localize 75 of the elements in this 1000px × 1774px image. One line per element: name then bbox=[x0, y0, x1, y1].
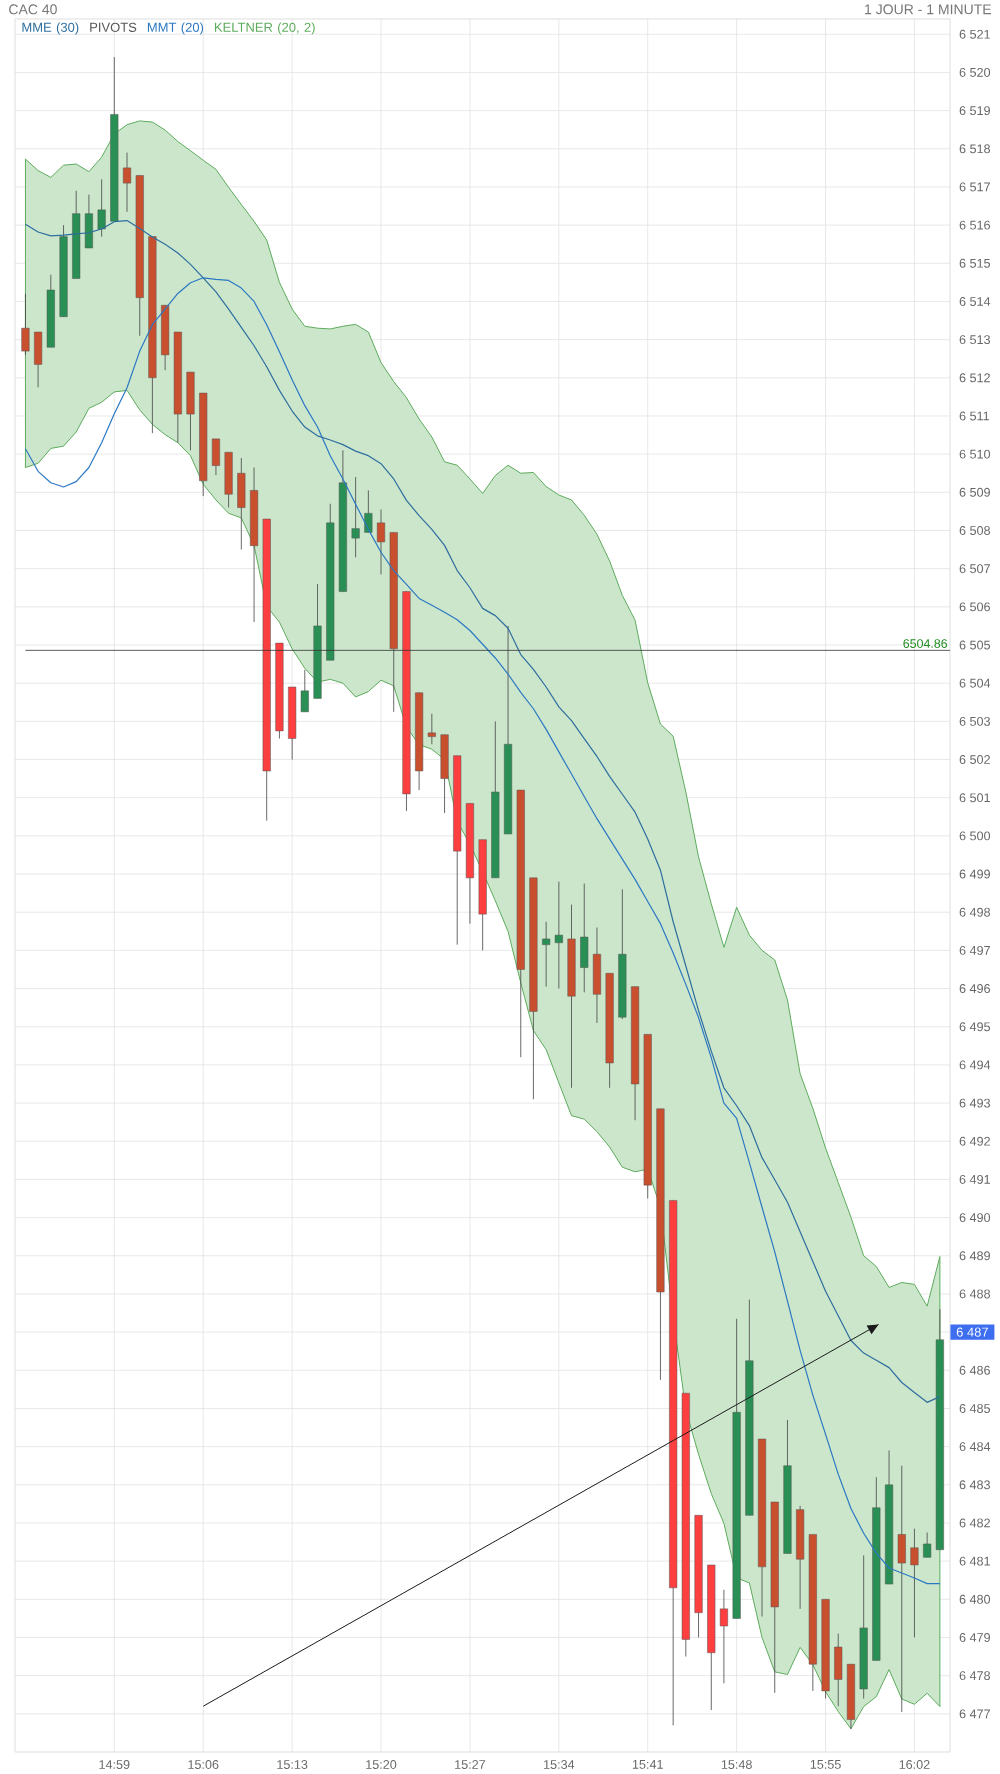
y-tick-label: 6 493 bbox=[959, 1098, 990, 1108]
y-tick-label: 6 492 bbox=[959, 1136, 990, 1146]
y-tick-label: 6 513 bbox=[959, 335, 990, 345]
y-tick-label: 6 490 bbox=[959, 1213, 991, 1223]
x-tick-label: 15:20 bbox=[366, 1760, 397, 1769]
candlestick bbox=[376, 509, 386, 575]
y-tick-label: 6 481 bbox=[959, 1556, 990, 1566]
y-tick-label: 6 507 bbox=[959, 564, 990, 574]
y-tick-label: 6 483 bbox=[959, 1480, 990, 1490]
y-tick-label: 6 506 bbox=[959, 602, 990, 612]
y-tick-label: 6 504 bbox=[959, 678, 991, 688]
y-tick-label: 6 512 bbox=[959, 373, 990, 383]
y-tick-label: 6 499 bbox=[959, 869, 990, 879]
candlestick bbox=[719, 1589, 728, 1684]
y-tick-label: 6 517 bbox=[959, 182, 990, 192]
x-tick-label: 15:48 bbox=[721, 1760, 752, 1769]
candlestick bbox=[923, 1532, 932, 1558]
x-tick-label: 15:34 bbox=[544, 1760, 575, 1769]
y-tick-label: 6 479 bbox=[959, 1633, 990, 1642]
y-tick-label: 6 520 bbox=[959, 67, 991, 77]
y-tick-label: 6 498 bbox=[959, 907, 991, 917]
y-tick-label: 6 509 bbox=[959, 487, 990, 497]
y-tick-label: 6 485 bbox=[959, 1404, 991, 1413]
y-tick-label: 6 486 bbox=[959, 1365, 990, 1375]
y-tick-label: 6 514 bbox=[959, 297, 991, 306]
candlestick bbox=[427, 713, 436, 745]
x-tick-label: 15:06 bbox=[188, 1760, 219, 1769]
candlestick bbox=[97, 178, 106, 237]
text: MME (30) bbox=[22, 22, 79, 35]
y-tick-label: 6 491 bbox=[959, 1174, 990, 1184]
annotation: 6 487 bbox=[956, 1327, 988, 1337]
y-tick-label: 6 488 bbox=[959, 1289, 991, 1299]
chart-title: CAC 40 bbox=[9, 4, 57, 15]
y-tick-label: 6 501 bbox=[959, 793, 990, 803]
x-tick-label: 15:55 bbox=[810, 1760, 841, 1769]
y-tick-label: 6 482 bbox=[959, 1518, 990, 1528]
candlestick bbox=[554, 881, 563, 989]
y-tick-label: 6 519 bbox=[959, 106, 990, 116]
x-tick-label: 16:02 bbox=[899, 1760, 930, 1769]
y-tick-label: 6 518 bbox=[959, 144, 991, 154]
x-tick-label: 15:27 bbox=[455, 1760, 486, 1769]
candlestick bbox=[910, 1528, 919, 1638]
y-tick-label: 6 495 bbox=[959, 1022, 991, 1032]
candlestick bbox=[364, 490, 373, 533]
y-tick-label: 6 510 bbox=[959, 449, 991, 459]
y-tick-label: 6 477 bbox=[959, 1709, 990, 1719]
y-tick-label: 6 502 bbox=[959, 755, 990, 764]
y-tick-label: 6 480 bbox=[959, 1594, 991, 1604]
y-tick-label: 6 494 bbox=[959, 1060, 991, 1070]
ref-line-label: 6504.86 bbox=[903, 639, 948, 648]
y-tick-label: 6 484 bbox=[959, 1442, 991, 1452]
candlestick bbox=[351, 476, 360, 558]
candlestick bbox=[122, 152, 132, 213]
y-tick-label: 6 497 bbox=[959, 945, 990, 955]
y-tick-label: 6 478 bbox=[959, 1671, 991, 1681]
candlestick bbox=[21, 293, 30, 356]
x-tick-label: 15:13 bbox=[277, 1760, 308, 1769]
y-tick-label: 6 508 bbox=[959, 526, 991, 535]
candlestick bbox=[542, 921, 551, 988]
y-tick-label: 6 511 bbox=[959, 411, 990, 421]
y-tick-label: 6 515 bbox=[959, 258, 991, 268]
y-tick-label: 6 521 bbox=[959, 29, 990, 39]
x-tick-label: 15:41 bbox=[632, 1760, 663, 1769]
y-tick-label: 6 496 bbox=[959, 984, 990, 994]
y-tick-label: 6 500 bbox=[959, 831, 991, 841]
y-tick-label: 6 489 bbox=[959, 1251, 990, 1261]
legend-label: KELTNER (20, 2) bbox=[214, 22, 315, 35]
x-tick-label: 14:59 bbox=[99, 1760, 130, 1769]
annotation: PIVOTS bbox=[90, 22, 137, 32]
y-tick-label: 6 503 bbox=[959, 716, 990, 726]
chart-subtitle: 1 JOUR - 1 MINUTE bbox=[865, 4, 992, 15]
text: MMT (20) bbox=[147, 22, 204, 35]
y-tick-label: 6 505 bbox=[959, 640, 991, 650]
y-tick-label: 6 516 bbox=[959, 220, 990, 230]
candlestick bbox=[300, 669, 309, 713]
